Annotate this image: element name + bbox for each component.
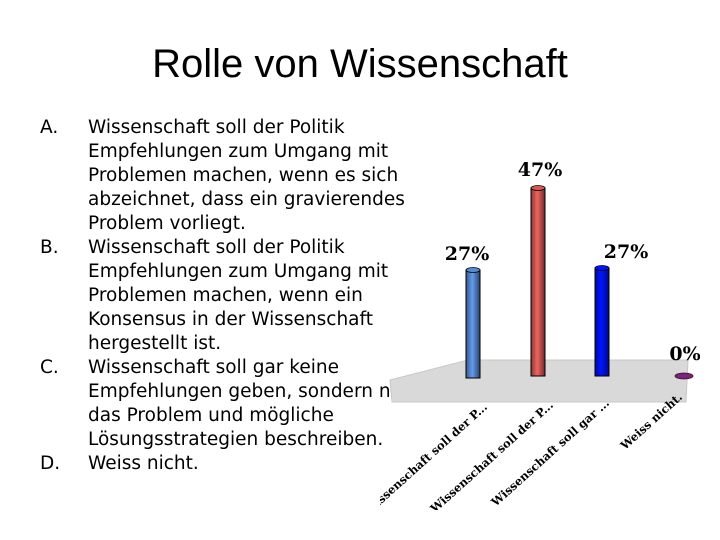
bar-cap-1 (465, 267, 481, 273)
category-label-2: Wissenschaft soll der P... (427, 398, 556, 510)
option-letter: A. (40, 117, 59, 138)
bar-1 (465, 269, 481, 379)
answer-option-a: A. Wissenschaft soll der Politik Empfehl… (40, 116, 420, 236)
answer-option-b: B. Wissenschaft soll der Politik Empfehl… (40, 236, 420, 356)
option-text: Wissenschaft soll der Politik Empfehlung… (88, 237, 389, 354)
value-label-1: 27% (445, 243, 490, 265)
answer-options-list: A. Wissenschaft soll der Politik Empfehl… (40, 116, 420, 476)
answer-option-c: C. Wissenschaft soll gar keine Empfehlun… (40, 356, 420, 452)
bar-4 (674, 372, 694, 380)
bar-cap-3 (594, 265, 610, 271)
option-letter: B. (40, 237, 59, 258)
bar-cap-2 (530, 185, 546, 191)
value-label-2: 47% (518, 159, 563, 181)
bar-2 (530, 187, 546, 377)
value-label-4: 0% (669, 343, 700, 365)
value-label-3: 27% (604, 241, 649, 263)
answer-option-d: D. Weiss nicht. (40, 452, 420, 476)
slide-title: Rolle von Wissenschaft (152, 42, 568, 86)
option-letter: D. (40, 453, 61, 474)
option-text: Weiss nicht. (88, 453, 199, 474)
chart-floor (389, 359, 689, 403)
bar-3 (594, 267, 610, 377)
option-letter: C. (40, 357, 59, 378)
poll-results-chart: 27% Wissenschaft soll der P... 47% Wissensc… (380, 159, 700, 510)
option-text: Wissenschaft soll gar keine Empfehlungen… (88, 357, 410, 450)
category-label-1: Wissenschaft soll der P... (380, 400, 490, 510)
option-text: Wissenschaft soll der Politik Empfehlung… (88, 117, 405, 234)
